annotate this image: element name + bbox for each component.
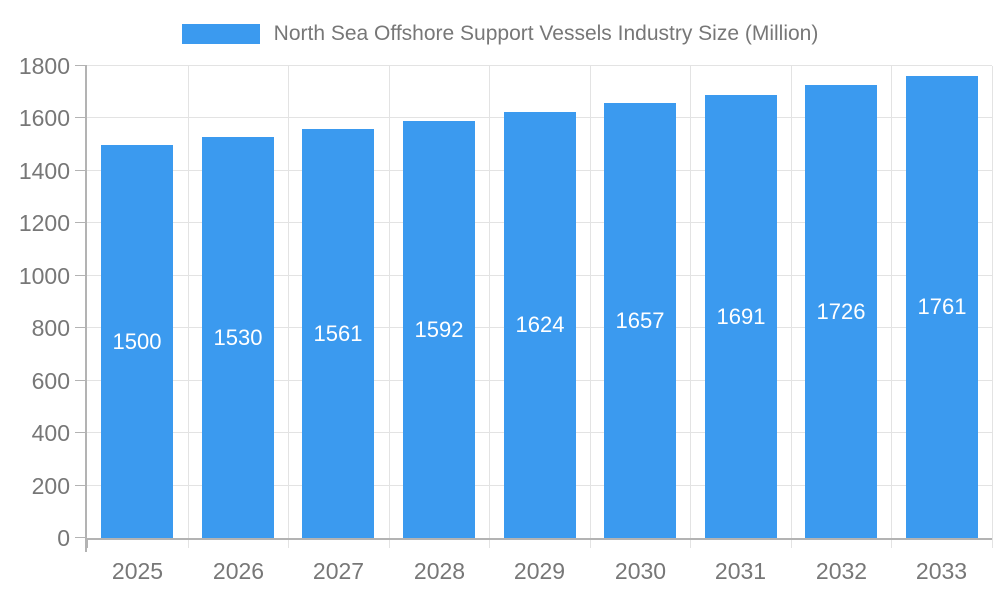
x-gridline — [590, 66, 591, 538]
y-tick — [75, 117, 87, 118]
bar-value-label: 1726 — [816, 298, 866, 324]
x-axis-label: 2033 — [915, 558, 968, 584]
y-axis-label: 1000 — [18, 263, 70, 289]
bar: 1592 — [403, 121, 475, 538]
y-axis-label: 1600 — [18, 105, 70, 131]
x-tick — [590, 538, 591, 548]
legend-label: North Sea Offshore Support Vessels Indus… — [273, 22, 819, 45]
x-gridline — [891, 66, 892, 538]
y-tick — [75, 275, 87, 276]
bar: 1561 — [302, 129, 374, 538]
x-tick — [690, 538, 691, 548]
x-gridline — [791, 66, 792, 538]
x-tick — [791, 538, 792, 548]
x-gridline — [188, 66, 189, 538]
y-tick — [75, 65, 87, 66]
x-tick — [992, 538, 993, 548]
y-tick — [75, 432, 87, 433]
y-axis-label: 1200 — [18, 210, 70, 236]
bar: 1500 — [101, 145, 173, 538]
y-tick — [75, 485, 87, 486]
x-axis-label: 2031 — [714, 558, 767, 584]
y-tick — [75, 170, 87, 171]
bar-value-label: 1691 — [716, 303, 766, 329]
x-tick — [288, 538, 289, 548]
x-gridline — [389, 66, 390, 538]
bar-value-label: 1500 — [112, 328, 162, 354]
x-tick — [489, 538, 490, 548]
x-axis-label: 2029 — [513, 558, 566, 584]
bar-value-label: 1761 — [917, 294, 967, 319]
y-axis-label: 1400 — [18, 158, 70, 184]
x-axis-label: 2028 — [413, 558, 466, 584]
x-axis-label: 2032 — [815, 558, 868, 584]
y-axis-label: 0 — [57, 525, 70, 551]
y-axis-line — [85, 66, 87, 552]
x-gridline — [489, 66, 490, 538]
bar: 1530 — [202, 137, 274, 538]
x-axis-label: 2027 — [312, 558, 365, 584]
y-gridline — [87, 65, 992, 66]
bar-value-label: 1530 — [213, 324, 263, 350]
x-axis-label: 2025 — [111, 558, 164, 584]
bar-value-label: 1592 — [414, 316, 464, 342]
x-tick — [188, 538, 189, 548]
legend-item[interactable]: North Sea Offshore Support Vessels Indus… — [0, 20, 1000, 48]
x-tick — [87, 538, 88, 548]
y-axis-label: 1800 — [18, 53, 70, 79]
y-tick — [75, 380, 87, 381]
bar-value-label: 1561 — [313, 320, 363, 346]
x-gridline — [690, 66, 691, 538]
y-axis-label: 600 — [31, 368, 70, 394]
y-axis-label: 400 — [31, 420, 70, 446]
x-gridline — [992, 66, 993, 538]
legend-swatch — [181, 24, 260, 44]
x-gridline — [288, 66, 289, 538]
x-tick — [389, 538, 390, 548]
y-axis-label: 200 — [31, 473, 70, 499]
y-tick — [75, 327, 87, 328]
bar: 1624 — [504, 112, 576, 538]
bar: 1761 — [906, 76, 978, 538]
bar: 1726 — [805, 85, 877, 538]
y-tick — [75, 222, 87, 223]
x-tick — [891, 538, 892, 548]
y-axis-label: 800 — [31, 315, 70, 341]
x-axis-label: 2026 — [212, 558, 265, 584]
x-axis-line — [85, 538, 992, 540]
bar: 1657 — [604, 103, 676, 538]
bar-value-label: 1624 — [515, 312, 565, 337]
x-axis-label: 2030 — [614, 558, 667, 584]
bar-value-label: 1657 — [615, 307, 665, 333]
y-tick — [75, 537, 87, 538]
bar: 1691 — [705, 95, 777, 538]
